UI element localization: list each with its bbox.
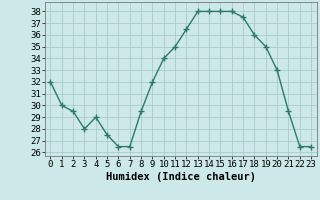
X-axis label: Humidex (Indice chaleur): Humidex (Indice chaleur) <box>106 172 256 182</box>
